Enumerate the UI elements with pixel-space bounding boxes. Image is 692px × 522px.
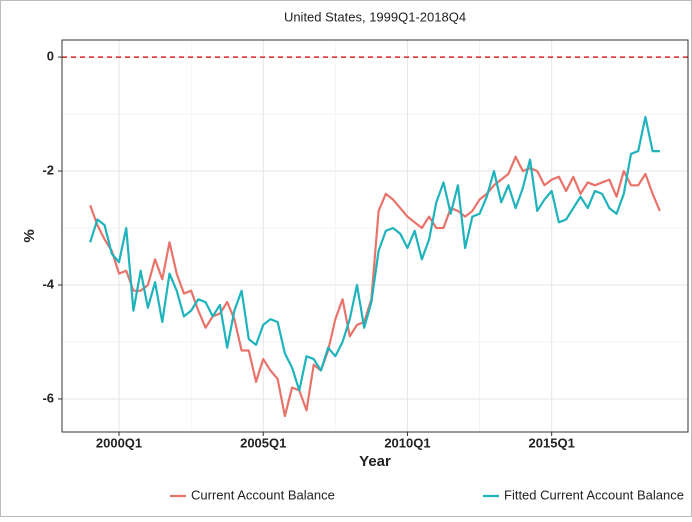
x-axis-title: Year — [359, 453, 391, 470]
y-tick-label: -2 — [42, 162, 54, 177]
panel-border — [61, 39, 689, 433]
series-line — [89, 115, 660, 392]
y-tick-label: 0 — [47, 49, 54, 64]
x-tick-label: 2005Q1 — [240, 435, 286, 450]
chart-title: United States, 1999Q1-2018Q4 — [284, 9, 466, 24]
plot-panel — [62, 40, 688, 432]
x-tick-label: 2015Q1 — [529, 435, 575, 450]
y-tick-label: -6 — [42, 390, 54, 405]
y-tick-label: -4 — [42, 276, 54, 291]
legend-label: Fitted Current Account Balance — [504, 487, 684, 502]
y-axis-title: % — [21, 229, 38, 242]
x-tick-label: 2000Q1 — [96, 435, 142, 450]
legend-label: Current Account Balance — [191, 487, 335, 502]
x-tick-label: 2010Q1 — [384, 435, 430, 450]
series-line — [89, 155, 661, 418]
